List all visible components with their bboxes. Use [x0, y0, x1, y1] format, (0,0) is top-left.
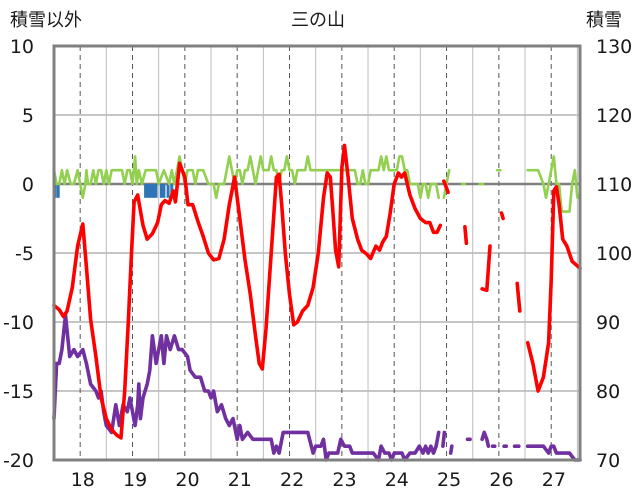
- left-tick-label: 5: [22, 105, 34, 127]
- red-series: [52, 143, 443, 440]
- x-tick-label: 24: [385, 469, 409, 491]
- left-tick-label: -20: [3, 450, 34, 472]
- right-tick-label: 110: [596, 174, 632, 196]
- right-axis-ticks: 130 120 110 100 90 80 70: [596, 36, 632, 472]
- left-tick-label: 10: [10, 36, 34, 58]
- left-axis-ticks: 10 5 0 -5 -10 -15 -20: [3, 36, 34, 472]
- x-tick-label: 26: [489, 469, 513, 491]
- x-tick-label: 22: [280, 469, 304, 491]
- left-tick-label: -15: [3, 381, 34, 403]
- blue-bar: [151, 184, 155, 198]
- right-axis-label: 積雪: [586, 10, 622, 31]
- x-tick-label: 27: [542, 469, 566, 491]
- blue-bar: [162, 184, 166, 198]
- blue-bar: [166, 184, 170, 198]
- right-tick-label: 90: [596, 312, 620, 334]
- right-tick-label: 120: [596, 105, 632, 127]
- left-tick-label: -10: [3, 312, 34, 334]
- series-lines: [52, 143, 582, 462]
- blue-bar: [159, 184, 163, 198]
- x-tick-label: 18: [71, 469, 95, 491]
- x-tick-label: 25: [437, 469, 461, 491]
- grid-lines: [54, 45, 580, 461]
- blue-bar: [56, 184, 60, 198]
- left-axis-label: 積雪以外: [10, 10, 82, 31]
- x-axis-ticks: 18 19 20 21 22 23 24 25 26 27: [71, 469, 566, 491]
- green-series: [52, 155, 440, 200]
- blue-bar: [146, 184, 150, 198]
- red-series: [442, 179, 450, 195]
- right-tick-label: 70: [596, 450, 620, 472]
- red-series: [463, 225, 469, 246]
- left-tick-label: -5: [15, 243, 34, 265]
- plot-frame: [52, 44, 582, 462]
- blue-bar: [149, 184, 153, 198]
- red-series: [515, 281, 522, 313]
- chart-title: 三の山: [291, 10, 345, 31]
- red-series: [525, 185, 582, 393]
- blue-bar: [144, 184, 148, 198]
- right-tick-label: 130: [596, 36, 632, 58]
- purple-series: [480, 430, 491, 448]
- blue-bar: [154, 184, 158, 198]
- green-series: [526, 155, 582, 213]
- right-tick-label: 100: [596, 243, 632, 265]
- left-tick-label: 0: [22, 174, 34, 196]
- x-tick-label: 19: [123, 469, 147, 491]
- x-tick-label: 20: [175, 469, 199, 491]
- purple-series: [448, 444, 454, 455]
- right-tick-label: 80: [596, 381, 620, 403]
- red-series: [480, 244, 492, 293]
- x-tick-label: 21: [228, 469, 252, 491]
- red-series: [499, 211, 505, 221]
- purple-series: [52, 313, 441, 462]
- purple-series: [525, 444, 582, 462]
- purple-series: [441, 430, 447, 448]
- x-tick-label: 23: [332, 469, 356, 491]
